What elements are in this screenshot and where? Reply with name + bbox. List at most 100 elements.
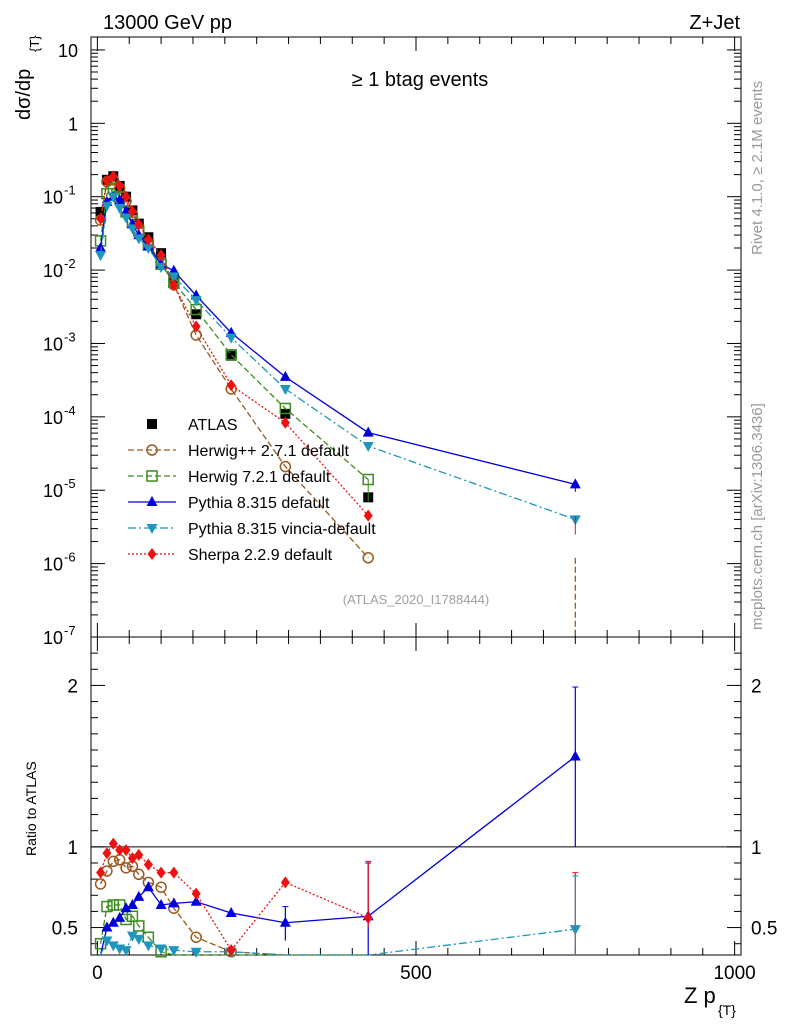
ratio-point (107, 899, 120, 911)
legend-marker (146, 444, 158, 456)
main-y-tick-label: 10 (43, 188, 63, 208)
ratio-point (102, 847, 112, 860)
ratio-point (126, 910, 139, 923)
ratio-point (142, 881, 154, 892)
x-tick-label: 1000 (713, 963, 755, 984)
data-point (115, 179, 125, 192)
legend-label: ATLAS (188, 417, 238, 434)
ratio-point (169, 866, 179, 879)
legend-entry: Herwig++ 2.7.1 default (128, 443, 350, 460)
ratio-point (108, 837, 118, 850)
main-y-tick-exponent: -5 (64, 476, 76, 491)
legend-label: Pythia 8.315 vincia-default (188, 521, 376, 538)
ratio-series (94, 686, 581, 958)
data-point (279, 402, 292, 415)
data-point (108, 170, 118, 183)
series-line (99, 187, 369, 481)
y-axis-label-group: dσ/dp {T} (13, 35, 42, 120)
legend-marker (146, 496, 158, 506)
data-point (190, 296, 202, 307)
data-point (280, 416, 290, 429)
main-y-tick-label: 10 (43, 408, 63, 428)
legend-entry: ATLAS (147, 417, 238, 434)
y-axis-label: dσ/dp (13, 69, 35, 120)
data-point (362, 426, 374, 437)
ratio-point (168, 897, 180, 908)
ratio-point (133, 934, 145, 945)
legend: ATLAS Herwig++ 2.7.1 default Herwig 7.2.1 … (128, 417, 376, 564)
ratio-series-line (99, 755, 576, 956)
rivet-version-note: Rivet 4.1.0, ≥ 2.1M events (749, 81, 766, 255)
ratio-point (155, 881, 167, 893)
x-axis-label: Z p (684, 983, 716, 1008)
legend-entry: Pythia 8.315 vincia-default (128, 521, 376, 538)
main-y-tick-exponent: -3 (64, 329, 76, 344)
x-tick-label: 500 (400, 963, 432, 984)
ratio-point (121, 844, 131, 857)
series-pythia-8-315-vincia-default (95, 192, 581, 526)
ratio-point (143, 858, 153, 871)
ratio-point (168, 946, 180, 957)
main-y-tick-label: 10 (43, 481, 63, 501)
data-point (155, 263, 167, 274)
ratio-point (120, 902, 132, 913)
main-y-tick-label: 10 (43, 261, 63, 281)
ratio-point (96, 866, 106, 879)
ratio-point (114, 911, 126, 922)
mcplots-site-note: mcplots.cern.ch [arXiv:1306.3436] (749, 403, 766, 630)
legend-marker (146, 524, 158, 534)
data-point (362, 552, 374, 564)
ratio-y-tick-label-right: 0.5 (751, 919, 777, 940)
ratio-point (190, 947, 202, 958)
legend-entry: Pythia 8.315 default (128, 495, 330, 512)
ratio-point (190, 931, 202, 943)
data-point (168, 264, 180, 275)
ratio-point (155, 898, 167, 909)
data-point (95, 206, 106, 217)
data-point (279, 384, 291, 395)
ratio-series-herwig-2-7-1-default (94, 854, 369, 958)
main-y-tick-exponent: -4 (64, 403, 76, 418)
ratio-series-pythia-8-315-vincia-default (99, 925, 581, 958)
ratio-point (115, 844, 125, 857)
ratio-point (94, 878, 107, 890)
ratio-point (133, 890, 145, 901)
data-point (107, 192, 119, 203)
data-point (133, 234, 145, 245)
ratio-point (280, 876, 290, 889)
ratio-point (107, 916, 119, 927)
data-point (168, 272, 180, 283)
data-point (191, 320, 201, 333)
ratio-point (101, 921, 113, 932)
ratio-point (101, 900, 113, 913)
data-point (226, 379, 236, 392)
legend-label: Pythia 8.315 default (188, 495, 330, 512)
ratio-point (126, 931, 138, 942)
legend-label: Herwig 7.2.1 default (188, 469, 331, 486)
data-point (101, 201, 113, 212)
header-energy-label: 13000 GeV pp (103, 12, 232, 34)
ratio-panel: 0.5 0.5 1 1 2 2 0 500 1000 Ratio to ATLAS Z p {T… (23, 636, 777, 1018)
y-axis-label-sub: {T} (27, 35, 42, 52)
main-y-tick-label: 10 (43, 555, 63, 575)
series-line (99, 195, 576, 521)
ratio-point (226, 944, 236, 957)
ratio-point (191, 887, 201, 900)
data-point (226, 350, 237, 361)
data-point (121, 190, 131, 203)
legend-entry: Sherpa 2.2.9 default (128, 547, 333, 564)
legend-label: Sherpa 2.2.9 default (188, 547, 333, 564)
ratio-y-tick-label-right: 1 (751, 838, 762, 859)
main-y-tick-label: 10 (58, 41, 78, 61)
data-point (102, 174, 112, 187)
ratio-axis-label: Ratio to ATLAS (23, 761, 39, 856)
legend-marker (147, 419, 157, 429)
main-y-tick-label: 10 (43, 334, 63, 354)
ratio-point (101, 936, 113, 947)
data-point (143, 233, 153, 246)
ratio-y-tick-label: 1 (67, 838, 78, 859)
ratio-point (133, 920, 145, 932)
data-point (279, 370, 291, 381)
